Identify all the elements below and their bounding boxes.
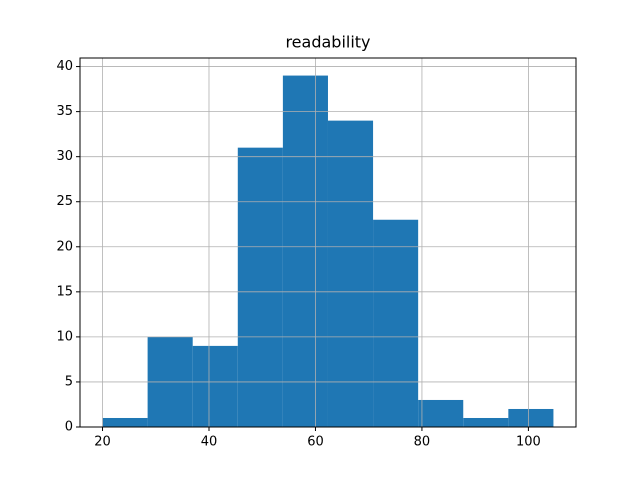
y-tick-label: 5	[65, 374, 73, 389]
chart-title: readability	[285, 33, 370, 52]
y-tick-label: 30	[56, 149, 73, 164]
bar	[463, 417, 509, 427]
x-tick-label: 40	[201, 435, 218, 450]
bar	[102, 417, 148, 427]
x-tick-label: 20	[94, 435, 111, 450]
x-tick-label: 60	[307, 435, 324, 450]
y-tick-label: 40	[56, 59, 73, 74]
bar	[282, 75, 328, 428]
y-tick-label: 10	[56, 329, 73, 344]
bar	[192, 345, 238, 427]
y-tick-label: 35	[56, 104, 73, 119]
y-tick-label: 0	[65, 420, 73, 435]
x-tick-label: 100	[516, 435, 541, 450]
bar	[327, 120, 374, 427]
bar	[508, 408, 554, 427]
x-tick-label: 80	[414, 435, 431, 450]
y-tick-label: 25	[56, 194, 73, 209]
bar	[418, 399, 464, 427]
bar	[373, 219, 419, 427]
y-tick-label: 20	[56, 239, 73, 254]
plot-frame	[79, 57, 577, 428]
bar	[237, 147, 283, 427]
y-tick-label: 15	[56, 284, 73, 299]
